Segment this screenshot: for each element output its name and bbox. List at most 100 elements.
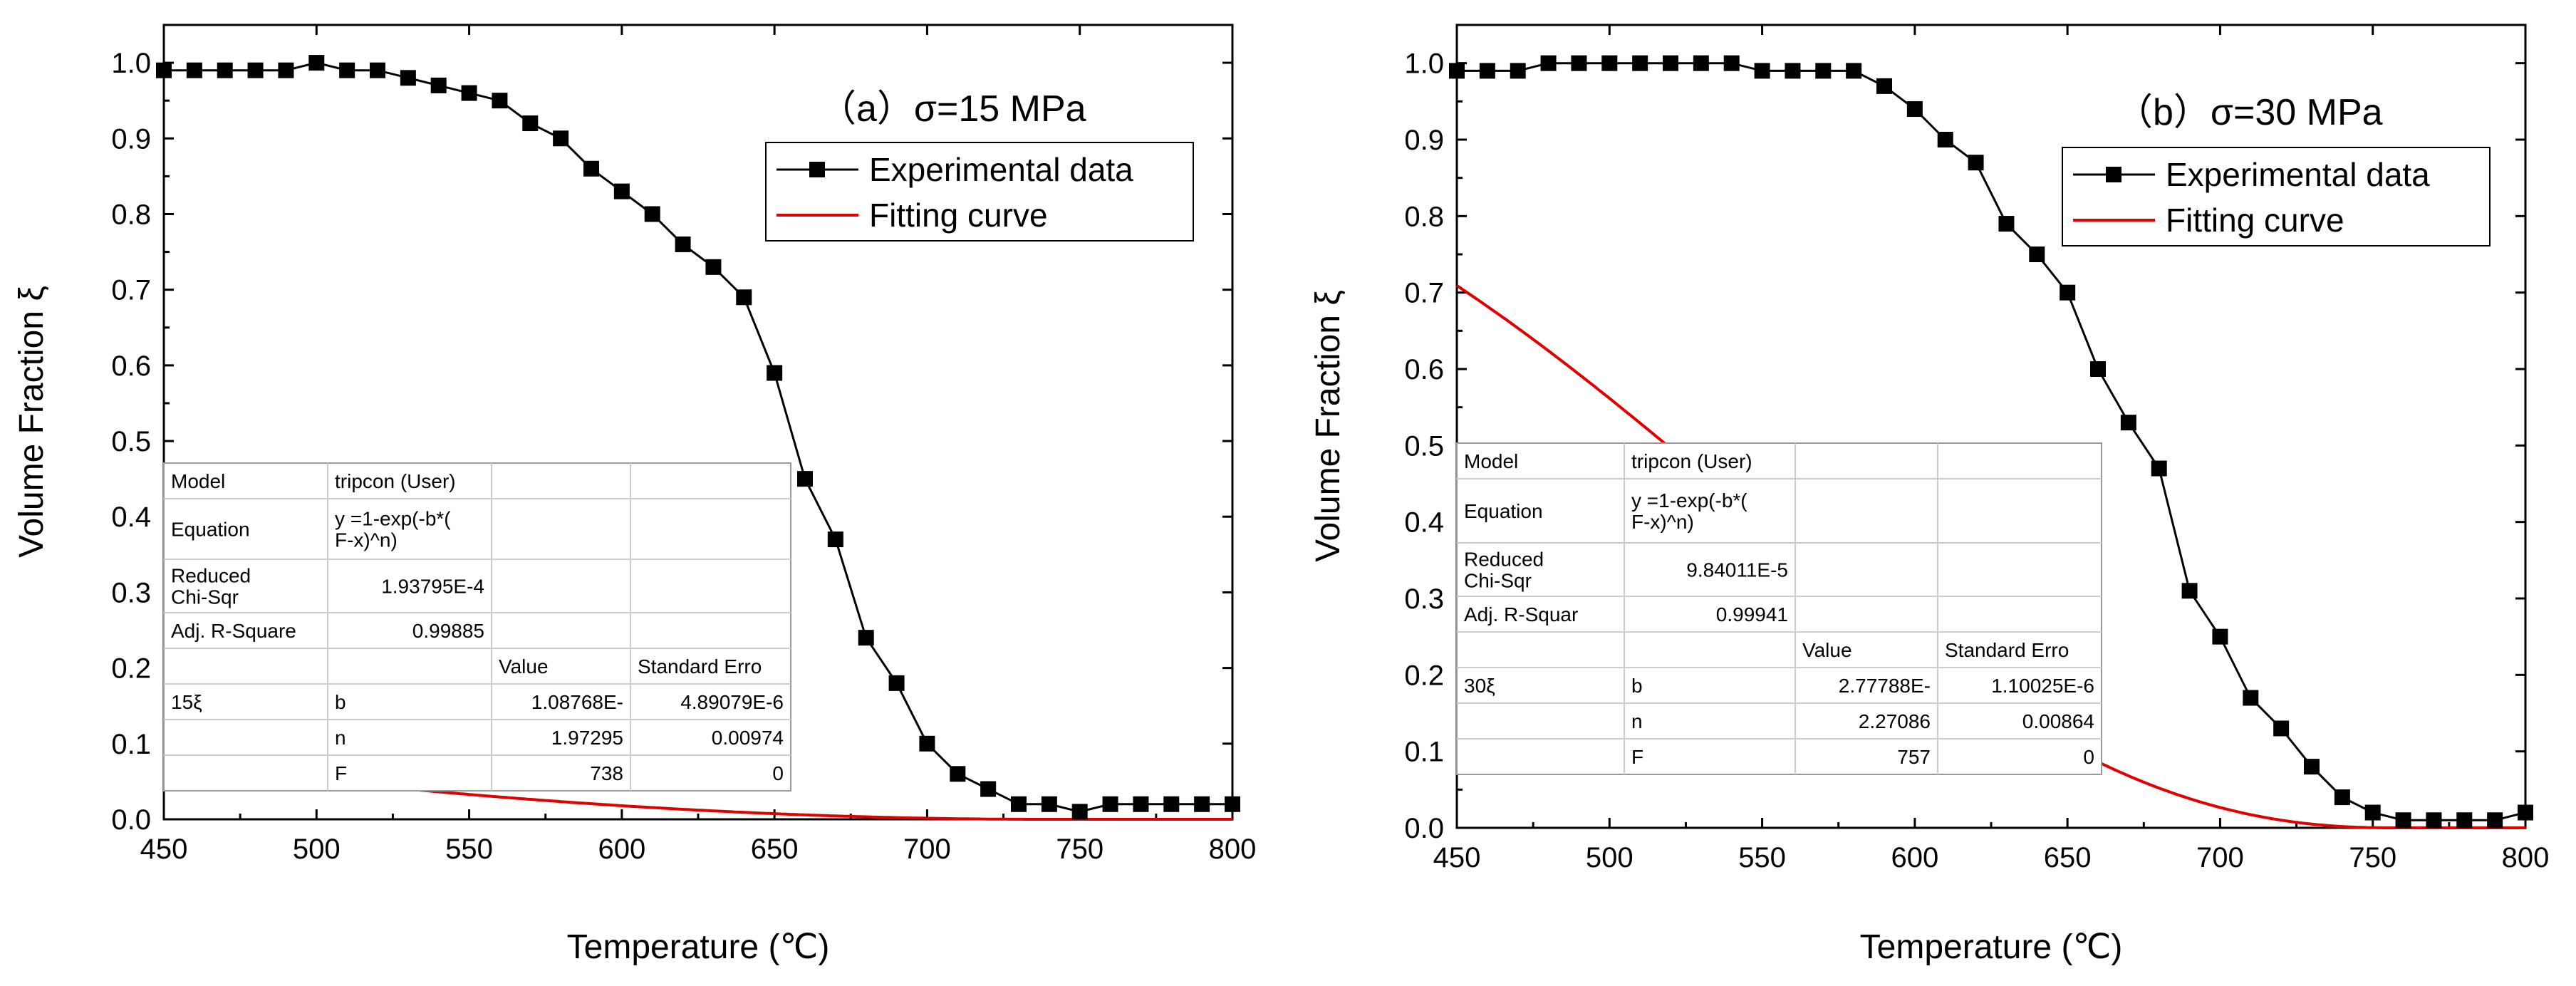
experimental-data-point bbox=[1041, 796, 1057, 812]
experimental-data-point bbox=[339, 62, 355, 78]
experimental-data-point bbox=[2456, 812, 2473, 829]
table-cell-line: Standard Erro bbox=[1945, 639, 2069, 661]
table-cell-line: b bbox=[1631, 675, 1643, 697]
x-tick-label: 600 bbox=[598, 834, 645, 865]
experimental-data-point bbox=[1510, 63, 1526, 79]
experimental-data-point bbox=[2090, 361, 2106, 377]
table-cell-line: 1.08768E- bbox=[531, 691, 623, 713]
legend-experimental-marker bbox=[809, 162, 825, 177]
x-tick-label: 700 bbox=[903, 834, 951, 865]
y-tick-label: 1.0 bbox=[1404, 48, 1444, 80]
table-cell: 1.97295 bbox=[551, 727, 623, 749]
experimental-data-point bbox=[2181, 583, 2198, 599]
experimental-data-point bbox=[950, 766, 966, 782]
experimental-data-point bbox=[858, 630, 874, 646]
table-cell-line: Reduced bbox=[171, 565, 251, 587]
table-cell: 4.89079E-6 bbox=[680, 691, 784, 713]
x-tick-label: 600 bbox=[1891, 842, 1938, 873]
table-cell-line: 15ξ bbox=[171, 691, 202, 713]
x-tick-label: 650 bbox=[2044, 842, 2092, 873]
table-cell: F bbox=[1631, 746, 1643, 768]
table-cell: Standard Erro bbox=[638, 655, 762, 678]
table-background bbox=[1456, 442, 2102, 775]
experimental-data-point bbox=[370, 62, 385, 78]
experimental-data-point bbox=[1479, 63, 1495, 79]
experimental-data-point bbox=[1071, 804, 1088, 820]
table-cell-line: 2.77788E- bbox=[1839, 675, 1931, 697]
experimental-data-point bbox=[1601, 55, 1618, 71]
table-cell: 738 bbox=[590, 762, 623, 784]
table-cell-line: Chi-Sqr bbox=[1464, 570, 1532, 592]
experimental-data-point bbox=[1194, 796, 1210, 812]
table-cell: b bbox=[1631, 675, 1643, 697]
table-cell-line: Value bbox=[499, 655, 549, 678]
table-cell: 0.00974 bbox=[712, 727, 784, 749]
experimental-data-point bbox=[1663, 55, 1678, 71]
experimental-data-point bbox=[522, 115, 539, 132]
table-cell-line: F bbox=[1631, 746, 1643, 768]
table-cell: Equation bbox=[171, 519, 250, 541]
table-cell-line: 0.99941 bbox=[1716, 603, 1788, 626]
table-cell: 2.77788E- bbox=[1839, 675, 1931, 697]
experimental-data-point bbox=[1102, 796, 1118, 812]
table-cell: tripcon (User) bbox=[335, 470, 456, 492]
y-tick-label: 0.6 bbox=[111, 351, 151, 382]
legend: Experimental data Fitting curve bbox=[765, 142, 1194, 242]
experimental-data-point bbox=[217, 62, 233, 78]
y-tick-label: 0.7 bbox=[1404, 278, 1444, 309]
y-tick-label: 0.1 bbox=[1404, 737, 1444, 768]
experimental-data-point bbox=[827, 531, 843, 548]
table-cell-line: Adj. R-Squar bbox=[1464, 603, 1578, 626]
y-tick-label: 0.2 bbox=[111, 653, 151, 685]
table-cell: 9.84011E-5 bbox=[1686, 559, 1788, 581]
experimental-data-point bbox=[675, 236, 691, 252]
experimental-data-point bbox=[1815, 63, 1832, 79]
y-tick-label: 0.9 bbox=[111, 123, 151, 155]
legend-box bbox=[2062, 147, 2491, 246]
experimental-data-point bbox=[278, 62, 294, 78]
experimental-data-point bbox=[2273, 720, 2290, 737]
table-cell: 1.08768E- bbox=[531, 691, 623, 713]
table-cell-line: Reduced bbox=[1464, 549, 1544, 571]
y-tick-label: 0.2 bbox=[1404, 660, 1444, 691]
table-cell: Value bbox=[1802, 639, 1852, 661]
legend-experimental-marker bbox=[2106, 167, 2121, 182]
x-tick-label: 800 bbox=[1209, 834, 1257, 865]
x-tick-label: 550 bbox=[445, 834, 493, 865]
experimental-data-point bbox=[492, 93, 508, 109]
table-cell: 0 bbox=[2083, 746, 2094, 768]
experimental-data-point bbox=[1632, 55, 1648, 71]
table-cell: 0.99941 bbox=[1716, 603, 1788, 626]
y-tick-label: 0.3 bbox=[1404, 583, 1444, 615]
experimental-data-point bbox=[400, 70, 416, 86]
y-tick-label: 0.5 bbox=[1404, 430, 1444, 462]
experimental-data-point bbox=[308, 55, 325, 71]
table-cell-line: 1.97295 bbox=[551, 727, 623, 749]
experimental-data-point bbox=[2029, 246, 2045, 262]
experimental-data-point bbox=[2212, 628, 2228, 645]
x-tick-label: 750 bbox=[1056, 834, 1103, 865]
table-cell-line: Chi-Sqr bbox=[171, 586, 239, 608]
y-tick-label: 0.4 bbox=[1404, 507, 1444, 539]
table-cell-line: n bbox=[335, 727, 346, 749]
y-tick-label: 0.5 bbox=[111, 426, 151, 457]
table-cell-line: 9.84011E-5 bbox=[1686, 559, 1788, 581]
experimental-data-point bbox=[919, 735, 935, 752]
x-tick-label: 750 bbox=[2349, 842, 2396, 873]
table-cell-line: 738 bbox=[590, 762, 623, 784]
experimental-data-point bbox=[2243, 690, 2259, 706]
table-cell: 30ξ bbox=[1464, 675, 1495, 697]
table-cell: Adj. R-Square bbox=[171, 620, 296, 642]
experimental-data-point bbox=[2395, 812, 2411, 829]
y-axis-label: Volume Fraction ξ bbox=[13, 286, 51, 558]
table-cell-line: 0.00864 bbox=[2022, 710, 2094, 732]
table-cell: 0.00864 bbox=[2022, 710, 2094, 732]
y-tick-label: 0.7 bbox=[111, 275, 151, 306]
table-cell-line: b bbox=[335, 691, 346, 713]
table-cell: y =1-exp(-b*(F-x)^n) bbox=[1631, 489, 1747, 533]
table-cell: 1.93795E-4 bbox=[381, 576, 484, 598]
x-tick-label: 500 bbox=[293, 834, 341, 865]
table-cell-line: y =1-exp(-b*( bbox=[335, 508, 451, 530]
experimental-data-point bbox=[2426, 812, 2442, 829]
table-cell-line: 0.99885 bbox=[412, 620, 484, 642]
